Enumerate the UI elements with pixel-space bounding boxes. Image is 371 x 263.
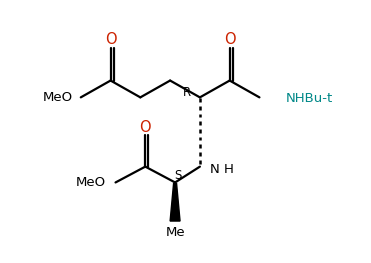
- Text: O: O: [224, 32, 236, 48]
- Text: N H: N H: [210, 163, 234, 176]
- Text: Me: Me: [165, 226, 185, 239]
- Text: O: O: [139, 120, 151, 135]
- Text: NHBu-t: NHBu-t: [285, 92, 333, 105]
- Text: MeO: MeO: [76, 176, 106, 189]
- Text: O: O: [105, 32, 116, 48]
- Text: S: S: [174, 169, 182, 182]
- Text: R: R: [183, 86, 191, 99]
- Text: MeO: MeO: [43, 91, 73, 104]
- Polygon shape: [170, 184, 180, 221]
